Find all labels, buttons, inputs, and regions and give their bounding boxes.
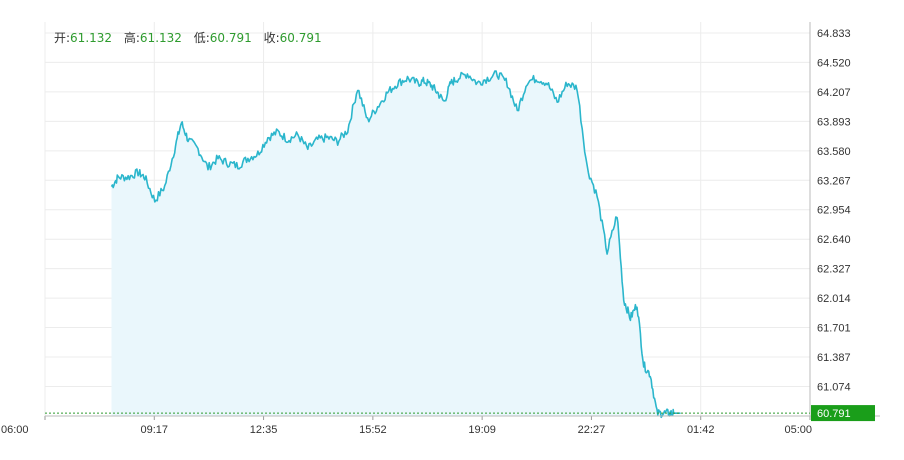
series-area	[111, 71, 680, 418]
last-price-badge	[811, 405, 875, 422]
low-label: 低:	[193, 31, 210, 45]
ohlc-readout: 开:61.132 高:61.132 低:60.791 收:60.791	[54, 29, 330, 46]
low-value: 60.791	[209, 31, 252, 45]
x-tick-label: 12:35	[250, 424, 278, 436]
x-tick-label: 06:00	[1, 424, 29, 436]
close-label: 收:	[263, 31, 280, 45]
series-line	[110, 70, 681, 419]
open-value: 61.132	[70, 31, 113, 45]
open-label: 开:	[54, 31, 71, 45]
y-tick-label: 64.833	[817, 28, 851, 40]
x-tick-label: 15:52	[359, 424, 387, 436]
y-tick-label: 64.520	[817, 57, 851, 69]
y-tick-label: 64.207	[817, 87, 851, 99]
y-tick-label: 61.074	[817, 381, 851, 393]
line-layer	[110, 70, 681, 419]
x-tick-label: 05:00	[784, 424, 812, 436]
y-tick-label: 63.580	[817, 146, 851, 158]
x-tick-label: 01:42	[687, 424, 715, 436]
y-tick-label: 62.954	[817, 205, 851, 217]
y-tick-label: 62.327	[817, 264, 851, 276]
last-price-label: 60.791	[817, 408, 851, 420]
y-tick-label: 61.701	[817, 323, 851, 335]
axis-layer: 64.833 64.520 64.207 63.893 63.580 63.267 62.9…	[1, 22, 880, 436]
y-tick-label: 62.640	[817, 234, 851, 246]
area-layer	[111, 71, 680, 418]
high-value: 61.132	[139, 31, 182, 45]
high-label: 高:	[123, 31, 140, 45]
y-tick-label: 63.267	[817, 175, 851, 187]
x-tick-label: 19:09	[468, 424, 496, 436]
close-value: 60.791	[279, 31, 322, 45]
x-tick-label: 09:17	[141, 424, 169, 436]
x-tick-label: 22:27	[578, 424, 606, 436]
y-tick-label: 63.893	[817, 116, 851, 128]
last-price-layer: 60.791	[45, 405, 875, 422]
y-tick-label: 62.014	[817, 293, 851, 305]
y-tick-label: 61.387	[817, 352, 851, 364]
